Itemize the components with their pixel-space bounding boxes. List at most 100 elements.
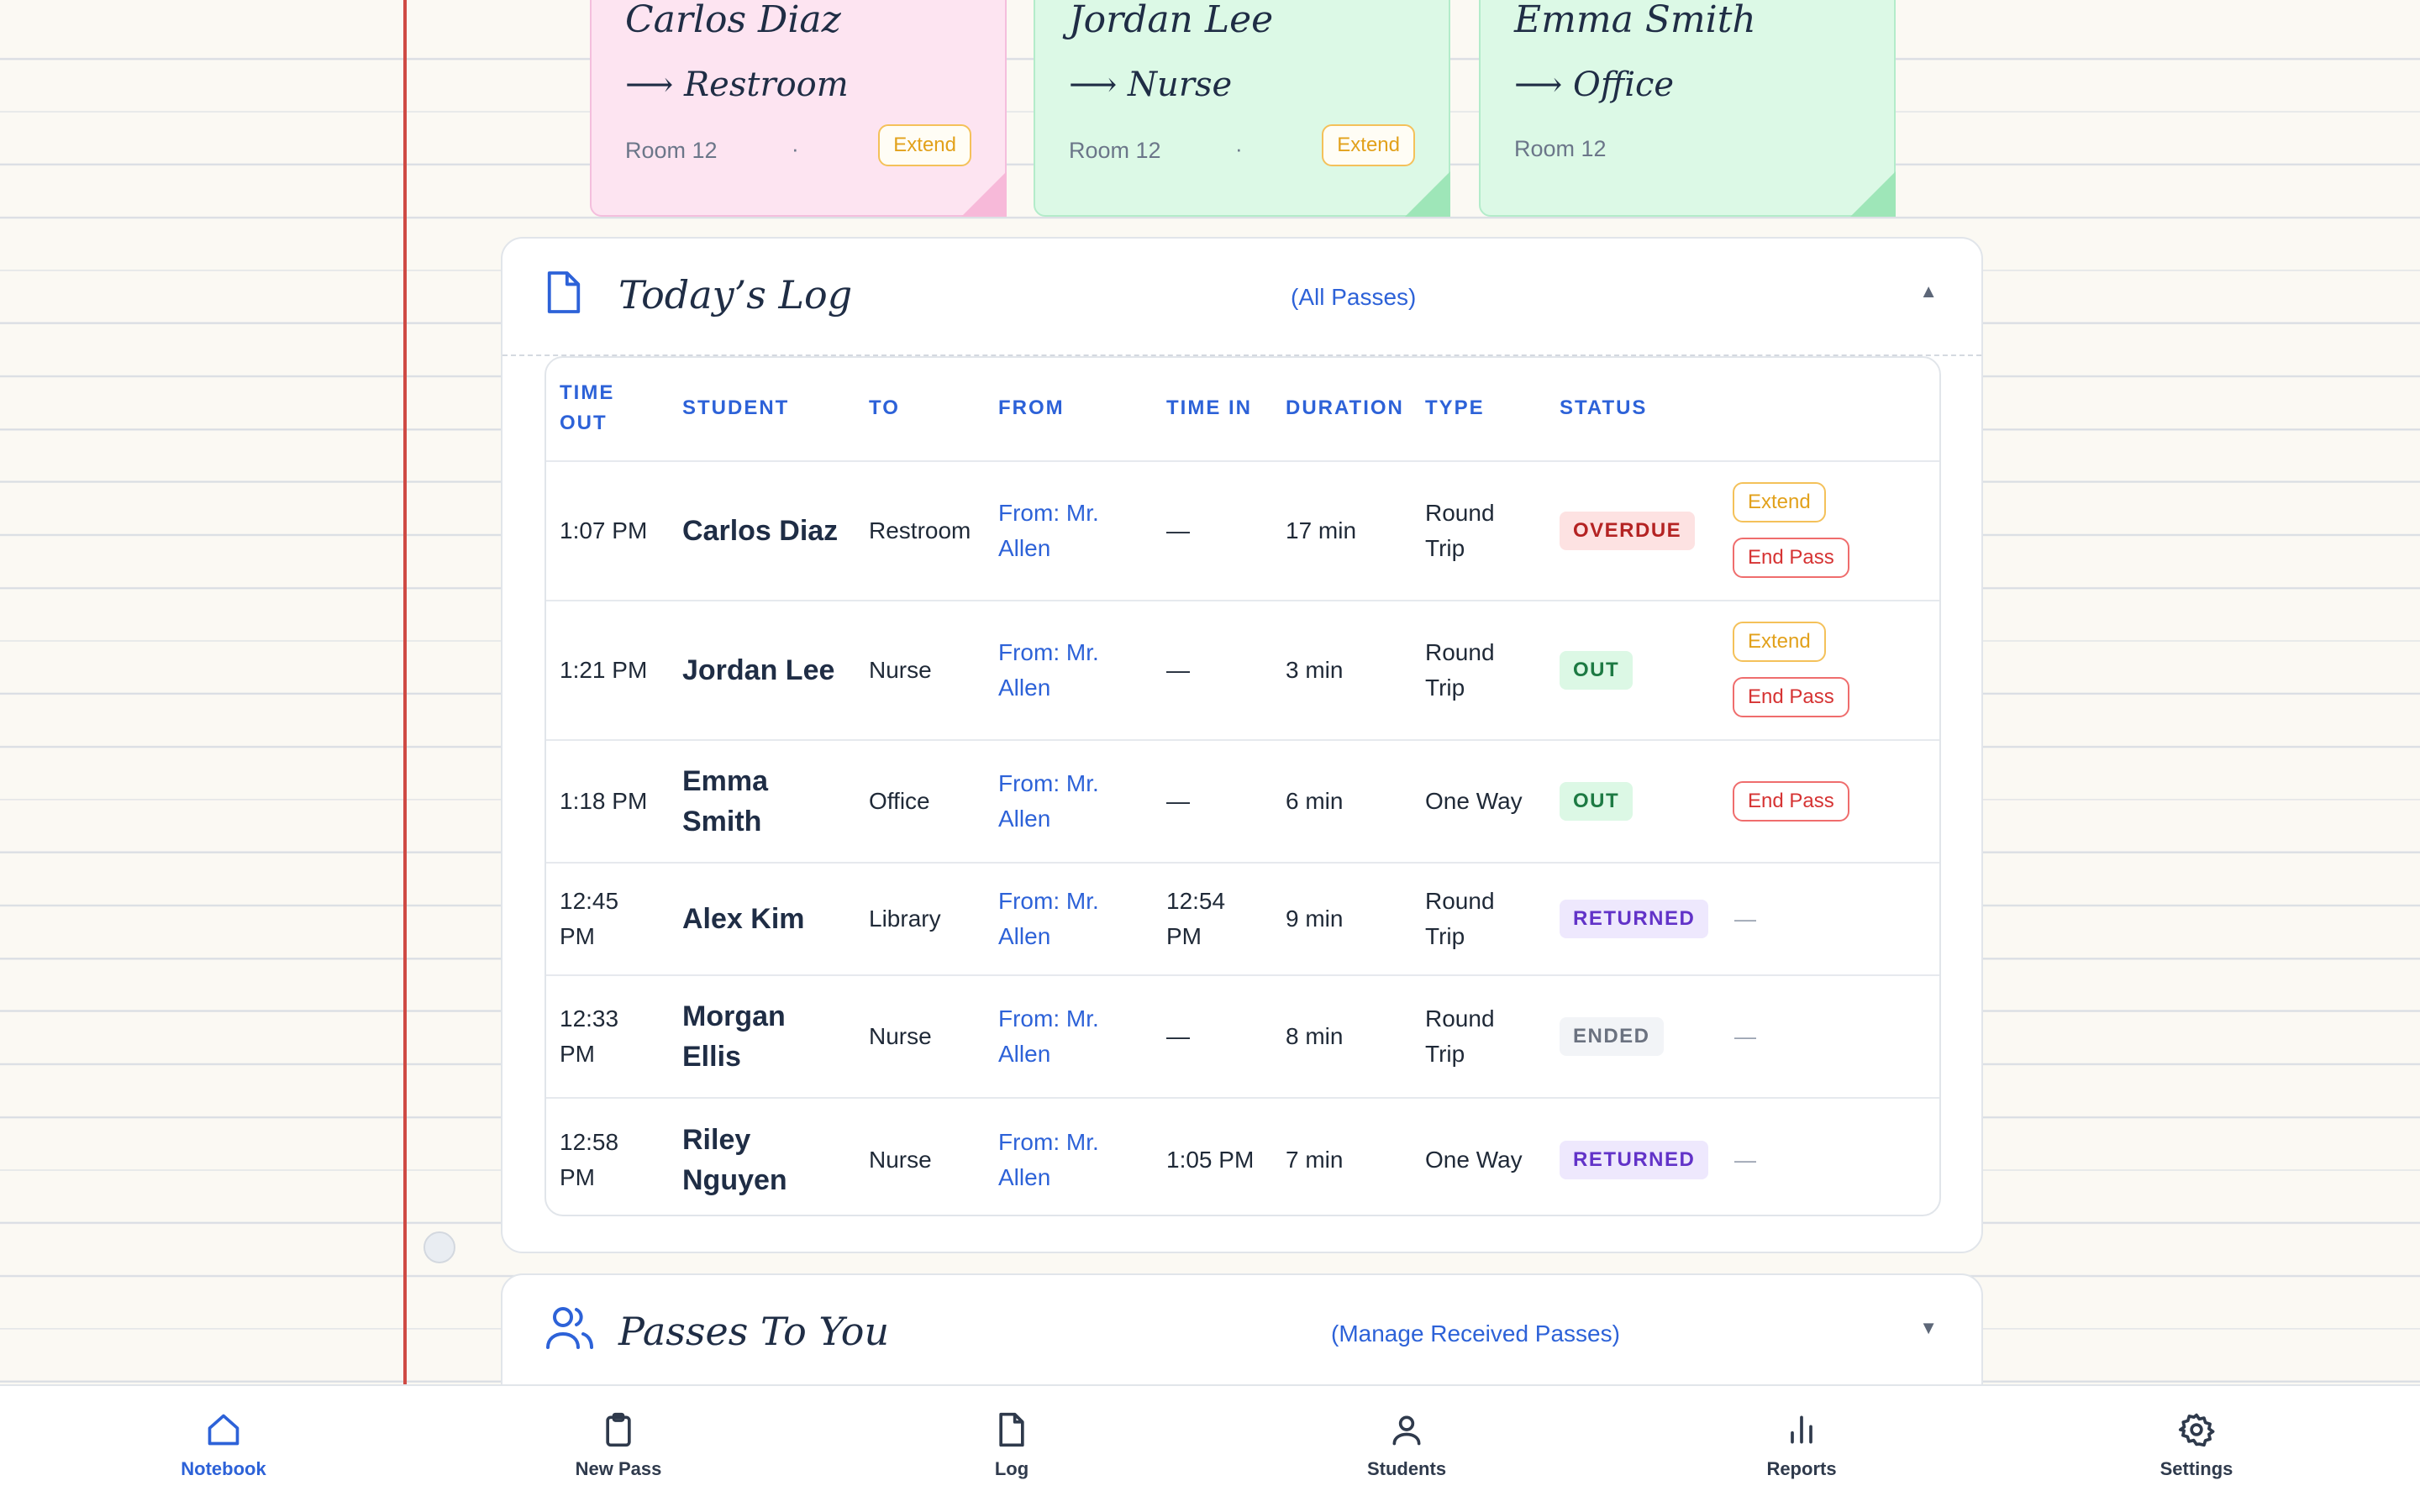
status-badge: ENDED xyxy=(1560,1017,1664,1056)
cell-student[interactable]: Jordan Lee xyxy=(682,654,835,686)
nav-settings[interactable]: Settings xyxy=(2104,1411,2289,1480)
note-extend-button[interactable]: Extend xyxy=(878,124,971,166)
nav-label: Reports xyxy=(1766,1458,1837,1479)
status-badge: RETURNED xyxy=(1560,900,1709,938)
column-header-to[interactable]: TO xyxy=(869,396,900,419)
binder-hole xyxy=(424,1231,455,1263)
nav-new-pass[interactable]: New Pass xyxy=(526,1411,711,1480)
column-header-status[interactable]: STATUS xyxy=(1560,396,1648,419)
table-row[interactable]: 1:21 PM Jordan Lee Nurse From: Mr. Allen… xyxy=(546,601,1939,741)
cell-type: Round Trip xyxy=(1425,888,1495,949)
cell-type: Round Trip xyxy=(1425,500,1495,561)
table-row[interactable]: 12:58 PM Riley Nguyen Nurse From: Mr. Al… xyxy=(546,1099,1939,1215)
cell-type: One Way xyxy=(1425,1147,1523,1173)
cell-duration: 8 min xyxy=(1286,1023,1344,1049)
cell-to: Office xyxy=(869,788,930,814)
pass-note-carlos-diaz[interactable]: Carlos Diaz ⟶ Restroom Room 12 · Extend xyxy=(590,0,1007,217)
cell-student[interactable]: Morgan Ellis xyxy=(682,1000,786,1073)
cell-to: Nurse xyxy=(869,1147,932,1173)
expand-chevron-icon[interactable]: ▼ xyxy=(1919,1317,1938,1338)
end-pass-button[interactable]: End Pass xyxy=(1733,538,1849,578)
clipboard-icon xyxy=(606,1412,631,1447)
cell-student[interactable]: Alex Kim xyxy=(682,903,805,935)
cell-duration: 7 min xyxy=(1286,1147,1344,1173)
table-header-row: TIME OUT STUDENT TO FROM TIME IN DURATION… xyxy=(546,358,1939,462)
note-room: Room 12 xyxy=(625,138,718,163)
table-row[interactable]: 12:45 PM Alex Kim Library From: Mr. Alle… xyxy=(546,864,1939,976)
document-icon xyxy=(999,1412,1024,1447)
cell-student[interactable]: Carlos Diaz xyxy=(682,515,839,547)
column-header-student[interactable]: STUDENT xyxy=(682,396,790,419)
cell-duration: 17 min xyxy=(1286,517,1357,543)
column-header-type[interactable]: TYPE xyxy=(1425,396,1485,419)
pass-note-jordan-lee[interactable]: Jordan Lee ⟶ Nurse Room 12 · Extend xyxy=(1034,0,1450,217)
extend-button[interactable]: Extend xyxy=(1733,482,1826,522)
cell-time-out: 1:07 PM xyxy=(560,517,648,543)
note-student-name: Carlos Diaz xyxy=(625,0,841,41)
cell-time-out: 1:21 PM xyxy=(560,657,648,683)
bottom-navigation: Notebook New Pass Log Students Reports S… xyxy=(0,1384,2420,1512)
column-header-duration[interactable]: DURATION xyxy=(1286,396,1404,419)
users-icon xyxy=(546,1307,593,1349)
nav-notebook[interactable]: Notebook xyxy=(131,1411,316,1480)
todays-log-header[interactable]: Today’s Log (All Passes) ▲ xyxy=(502,239,1981,354)
cell-time-in: — xyxy=(1166,657,1190,683)
pass-note-emma-smith[interactable]: Emma Smith ⟶ Office Room 12 xyxy=(1479,0,1896,217)
end-pass-button[interactable]: End Pass xyxy=(1733,781,1849,822)
end-pass-button[interactable]: End Pass xyxy=(1733,677,1849,717)
no-action-dash: — xyxy=(1734,1023,1756,1049)
column-header-time-in[interactable]: TIME IN xyxy=(1166,396,1252,419)
cell-type: Round Trip xyxy=(1425,639,1495,701)
note-destination: ⟶ Nurse xyxy=(1069,66,1233,104)
cell-student[interactable]: Riley Nguyen xyxy=(682,1124,787,1196)
table-row[interactable]: 1:07 PM Carlos Diaz Restroom From: Mr. A… xyxy=(546,462,1939,601)
cell-time-in: — xyxy=(1166,1023,1190,1049)
nav-label: Notebook xyxy=(181,1458,266,1479)
extend-button[interactable]: Extend xyxy=(1733,622,1826,662)
cell-time-in: 1:05 PM xyxy=(1166,1147,1255,1173)
table-row[interactable]: 12:33 PM Morgan Ellis Nurse From: Mr. Al… xyxy=(546,976,1939,1099)
column-header-time-out[interactable]: TIME OUT xyxy=(560,381,615,434)
nav-reports[interactable]: Reports xyxy=(1709,1411,1894,1480)
status-badge: OUT xyxy=(1560,782,1634,821)
passes-to-you-title: Passes To You xyxy=(618,1309,890,1354)
nav-label: Log xyxy=(994,1458,1029,1479)
nav-label: Settings xyxy=(2160,1458,2233,1479)
todays-log-panel: Today’s Log (All Passes) ▲ TIME OUT STUDE… xyxy=(501,237,1983,1253)
note-destination: ⟶ Restroom xyxy=(625,66,849,104)
passes-to-you-header[interactable]: Passes To You (Manage Received Passes) ▼ xyxy=(502,1275,1981,1391)
note-destination: ⟶ Office xyxy=(1514,66,1675,104)
cell-to: Nurse xyxy=(869,657,932,683)
cell-from: From: Mr. Allen xyxy=(998,770,1099,832)
note-extend-button[interactable]: Extend xyxy=(1322,124,1415,166)
cell-type: One Way xyxy=(1425,788,1523,814)
cell-time-out: 12:45 PM xyxy=(560,888,619,949)
note-room: Room 12 xyxy=(1514,136,1607,161)
cell-duration: 9 min xyxy=(1286,906,1344,932)
note-corner-fold xyxy=(1850,171,1896,217)
cell-from: From: Mr. Allen xyxy=(998,1005,1099,1067)
nav-log[interactable]: Log xyxy=(919,1411,1104,1480)
note-corner-fold xyxy=(961,171,1007,217)
cell-time-in: 12:54 PM xyxy=(1166,888,1226,949)
document-icon xyxy=(547,271,581,313)
cell-student[interactable]: Emma Smith xyxy=(682,765,769,837)
home-icon xyxy=(208,1414,239,1446)
cell-duration: 6 min xyxy=(1286,788,1344,814)
cell-from: From: Mr. Allen xyxy=(998,888,1099,949)
todays-log-title: Today’s Log xyxy=(618,272,853,318)
status-badge: OUT xyxy=(1560,651,1634,690)
collapse-chevron-icon[interactable]: ▲ xyxy=(1919,281,1938,302)
bar-chart-icon xyxy=(1791,1415,1812,1444)
table-row[interactable]: 1:18 PM Emma Smith Office From: Mr. Alle… xyxy=(546,741,1939,864)
note-student-name: Emma Smith xyxy=(1514,0,1756,41)
cell-to: Library xyxy=(869,906,941,932)
todays-log-subtitle: (All Passes) xyxy=(1291,284,1417,310)
status-badge: RETURNED xyxy=(1560,1141,1709,1179)
cell-to: Nurse xyxy=(869,1023,932,1049)
column-header-from[interactable]: FROM xyxy=(998,396,1065,419)
cell-time-in: — xyxy=(1166,788,1190,814)
nav-students[interactable]: Students xyxy=(1314,1411,1499,1480)
user-icon xyxy=(1392,1415,1421,1446)
cell-time-out: 1:18 PM xyxy=(560,788,648,814)
